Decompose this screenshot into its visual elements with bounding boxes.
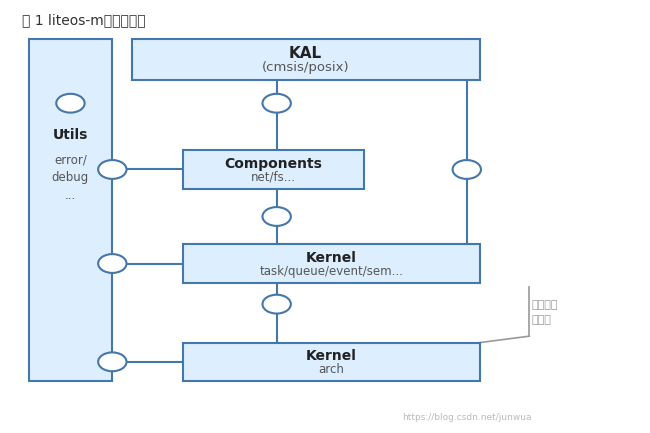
FancyBboxPatch shape bbox=[183, 150, 363, 189]
FancyBboxPatch shape bbox=[183, 343, 480, 381]
FancyBboxPatch shape bbox=[29, 39, 112, 381]
Text: KAL: KAL bbox=[289, 46, 322, 61]
Text: https://blog.csdn.net/junwua: https://blog.csdn.net/junwua bbox=[402, 413, 532, 422]
FancyBboxPatch shape bbox=[183, 244, 480, 283]
FancyBboxPatch shape bbox=[132, 39, 480, 80]
Text: task/queue/event/sem...: task/queue/event/sem... bbox=[259, 265, 404, 278]
Text: net/fs...: net/fs... bbox=[251, 171, 296, 184]
Text: 硬件相关
的代码: 硬件相关 的代码 bbox=[531, 300, 558, 325]
Text: (cmsis/posix): (cmsis/posix) bbox=[262, 61, 350, 74]
Text: arch: arch bbox=[318, 363, 344, 376]
Circle shape bbox=[98, 254, 127, 273]
Text: 图 1 liteos-m内核模块图: 图 1 liteos-m内核模块图 bbox=[22, 13, 146, 27]
Text: Kernel: Kernel bbox=[306, 349, 357, 363]
Circle shape bbox=[98, 352, 127, 371]
Circle shape bbox=[263, 94, 291, 113]
Text: Kernel: Kernel bbox=[306, 251, 357, 265]
Text: Utils: Utils bbox=[53, 128, 88, 142]
Circle shape bbox=[98, 160, 127, 179]
Circle shape bbox=[57, 94, 84, 113]
Circle shape bbox=[263, 207, 291, 226]
Text: error/
debug
...: error/ debug ... bbox=[52, 153, 89, 202]
Text: Components: Components bbox=[224, 157, 322, 171]
Circle shape bbox=[452, 160, 481, 179]
Circle shape bbox=[263, 295, 291, 313]
